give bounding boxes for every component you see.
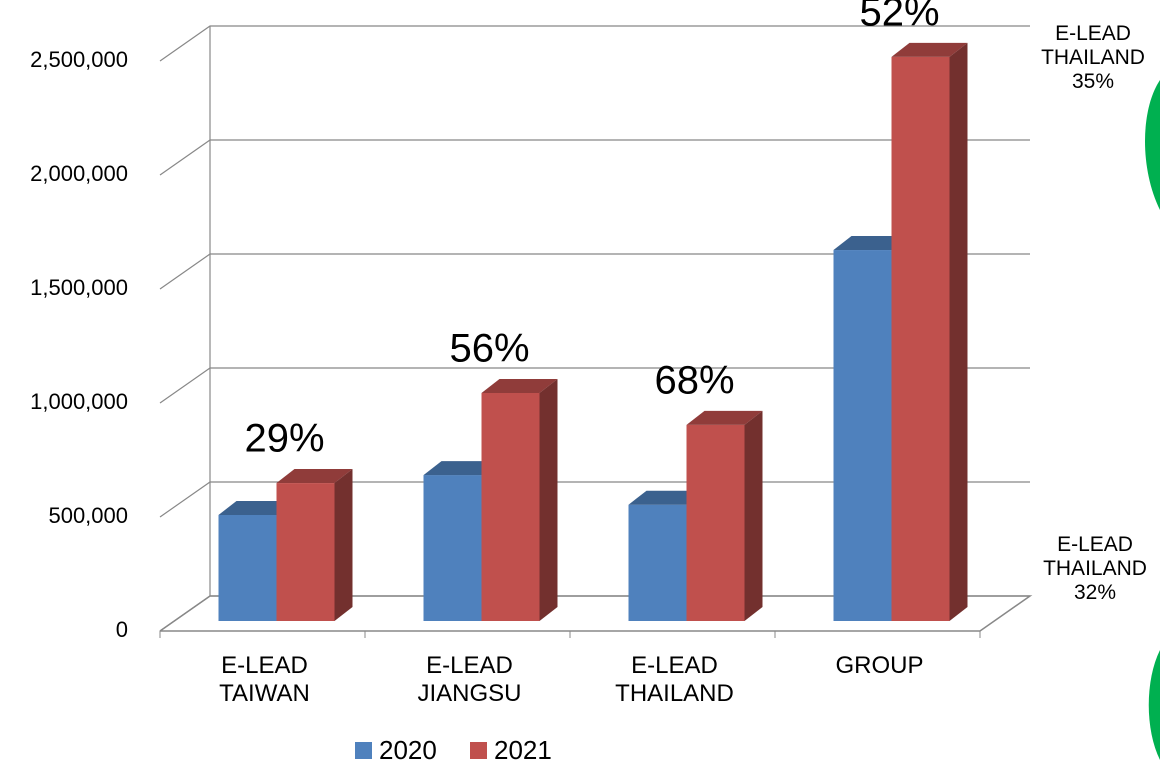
growth-label: 29% <box>244 417 324 461</box>
bar-top <box>833 236 910 251</box>
bar-front <box>833 250 892 621</box>
grid-line <box>159 253 1030 290</box>
grid-line <box>159 139 1030 176</box>
growth-label: 56% <box>449 327 529 371</box>
y-tick-label: 0 <box>116 617 128 642</box>
bar-front <box>276 483 335 621</box>
side-label: E-LEAD THAILAND 35% <box>1041 22 1145 94</box>
side-label: E-LEAD THAILAND 32% <box>1043 533 1147 605</box>
grid-line <box>159 367 1030 404</box>
x-tick-label: GROUP <box>835 652 924 679</box>
bar-top <box>891 42 968 57</box>
decor-shape <box>1148 650 1160 760</box>
bar-front <box>686 424 745 621</box>
y-tick-label: 2,500,000 <box>30 47 128 72</box>
grid-line <box>159 25 1030 62</box>
y-tick-label: 2,000,000 <box>30 161 128 186</box>
bar-side <box>334 469 353 621</box>
decor-shape <box>1145 80 1160 210</box>
bar-front <box>481 393 540 621</box>
legend-label: 2020 <box>379 735 437 765</box>
bar-top <box>276 469 353 484</box>
bar-top <box>628 490 705 505</box>
y-tick-label: 1,500,000 <box>30 275 128 300</box>
y-tick-label: 500,000 <box>48 503 128 528</box>
bar-side <box>539 379 558 621</box>
bar-top <box>218 500 295 515</box>
legend-swatch <box>355 742 372 759</box>
bar-top <box>423 461 500 476</box>
bar-top <box>686 410 763 425</box>
bar-front <box>891 56 950 622</box>
growth-label: 68% <box>654 358 734 402</box>
bar-side <box>949 42 968 622</box>
bar-top <box>481 379 558 393</box>
x-tick-label: E-LEAD TAIWAN <box>219 652 310 707</box>
legend-swatch <box>470 742 487 759</box>
growth-label: 52% <box>859 0 939 34</box>
x-tick-label: E-LEAD JIANGSU <box>417 652 522 707</box>
bar-front <box>628 504 687 621</box>
y-tick-label: 1,000,000 <box>30 389 128 414</box>
bar-front <box>218 514 277 621</box>
bar-front <box>423 475 482 621</box>
x-tick-label: E-LEAD THAILAND <box>615 652 734 707</box>
bar-side <box>744 410 763 621</box>
legend-label: 2021 <box>494 735 552 765</box>
